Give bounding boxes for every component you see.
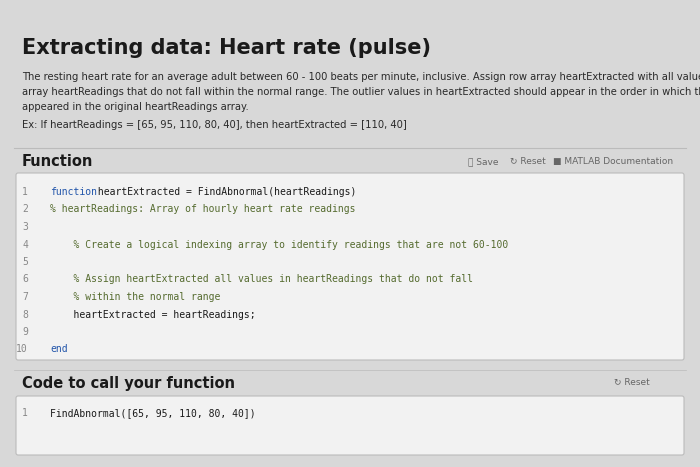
FancyBboxPatch shape	[16, 396, 684, 455]
Text: 5: 5	[22, 257, 28, 267]
Text: % Assign heartExtracted all values in heartReadings that do not fall: % Assign heartExtracted all values in he…	[50, 275, 473, 284]
Text: % Create a logical indexing array to identify readings that are not 60-100: % Create a logical indexing array to ide…	[50, 240, 508, 249]
Text: 💾 Save: 💾 Save	[468, 157, 498, 166]
Text: FindAbnormal([65, 95, 110, 80, 40]): FindAbnormal([65, 95, 110, 80, 40])	[50, 408, 255, 418]
Text: Ex: If heartReadings = [65, 95, 110, 80, 40], then heartExtracted = [110, 40]: Ex: If heartReadings = [65, 95, 110, 80,…	[22, 120, 407, 130]
Text: % heartReadings: Array of hourly heart rate readings: % heartReadings: Array of hourly heart r…	[50, 205, 356, 214]
Text: Extracting data: Heart rate (pulse): Extracting data: Heart rate (pulse)	[22, 38, 431, 58]
Text: 10: 10	[16, 345, 28, 354]
Text: 9: 9	[22, 327, 28, 337]
FancyBboxPatch shape	[16, 173, 684, 360]
Text: ↻ Reset: ↻ Reset	[614, 378, 650, 387]
Text: appeared in the original heartReadings array.: appeared in the original heartReadings a…	[22, 102, 248, 112]
Text: 2: 2	[22, 205, 28, 214]
Text: array heartReadings that do not fall within the normal range. The outlier values: array heartReadings that do not fall wit…	[22, 87, 700, 97]
Text: % within the normal range: % within the normal range	[50, 292, 220, 302]
Text: function: function	[50, 187, 97, 197]
Text: The resting heart rate for an average adult between 60 - 100 beats per minute, i: The resting heart rate for an average ad…	[22, 72, 700, 82]
Text: Code to call your function: Code to call your function	[22, 376, 235, 391]
Text: 8: 8	[22, 310, 28, 319]
Text: heartExtracted = FindAbnormal(heartReadings): heartExtracted = FindAbnormal(heartReadi…	[92, 187, 356, 197]
Text: ↻ Reset: ↻ Reset	[510, 157, 546, 166]
Text: 3: 3	[22, 222, 28, 232]
Text: 7: 7	[22, 292, 28, 302]
Text: 1: 1	[22, 408, 28, 418]
Text: end: end	[50, 345, 68, 354]
Text: Function: Function	[22, 154, 93, 169]
Text: 6: 6	[22, 275, 28, 284]
Text: heartExtracted = heartReadings;: heartExtracted = heartReadings;	[50, 310, 255, 319]
Text: ■ MATLAB Documentation: ■ MATLAB Documentation	[553, 157, 673, 166]
Text: 4: 4	[22, 240, 28, 249]
Text: 1: 1	[22, 187, 28, 197]
